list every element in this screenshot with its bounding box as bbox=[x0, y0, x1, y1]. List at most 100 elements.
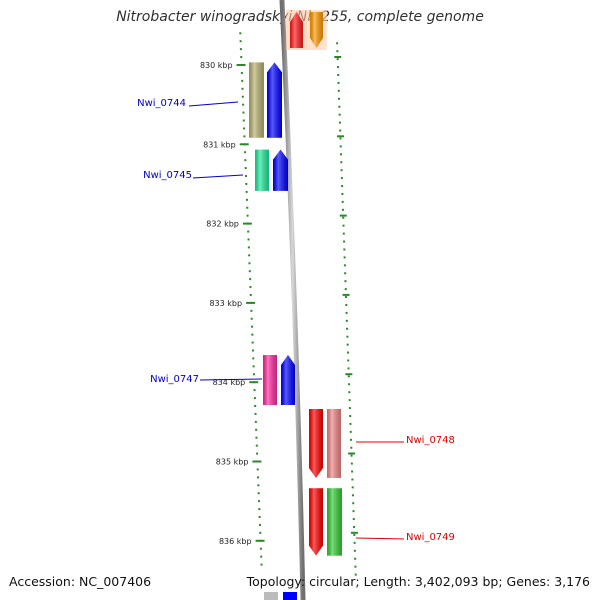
tick-dot bbox=[353, 526, 356, 529]
tick-dot bbox=[353, 541, 356, 544]
tick-dot bbox=[250, 317, 253, 320]
gene-partial bbox=[264, 592, 278, 600]
tick-dot bbox=[345, 319, 348, 322]
gene-label-leader bbox=[188, 101, 239, 107]
accession-text: Accession: NC_007406 bbox=[9, 574, 152, 589]
tick-dot bbox=[254, 420, 257, 423]
tick-dot bbox=[352, 502, 355, 505]
tick-dot bbox=[258, 516, 261, 519]
tick-dot bbox=[254, 412, 257, 415]
tick-dot bbox=[347, 375, 350, 378]
tick-dot bbox=[336, 50, 339, 53]
tick-dot bbox=[251, 325, 254, 328]
tick-dot bbox=[346, 327, 349, 330]
tick-dot bbox=[246, 206, 249, 209]
tick-dot bbox=[350, 462, 353, 465]
tick-dot bbox=[252, 373, 255, 376]
tick-dot bbox=[250, 309, 253, 312]
tick-dot bbox=[241, 79, 244, 82]
gene-labels-layer: Nwi_0744 Nwi_0745 Nwi_0747 Nwi_0748 Nwi_0749 bbox=[137, 98, 455, 543]
tick-label: 832 kbp bbox=[206, 220, 239, 229]
tick-dot bbox=[246, 214, 249, 217]
tick-dot bbox=[352, 518, 355, 521]
tick-dot bbox=[257, 476, 260, 479]
tick-dot bbox=[242, 119, 245, 122]
tick-dot bbox=[245, 190, 248, 193]
gene-label-leader bbox=[199, 378, 263, 381]
tick-dot bbox=[251, 349, 254, 352]
gene-label-Nwi_0744[interactable]: Nwi_0744 bbox=[137, 98, 186, 109]
tick-dot bbox=[341, 208, 344, 211]
tick-dot bbox=[239, 32, 242, 35]
tick-dot bbox=[341, 185, 344, 188]
gene-label-Nwi_0745[interactable]: Nwi_0745 bbox=[143, 170, 192, 181]
tick-dot bbox=[338, 121, 341, 124]
tick-dot bbox=[244, 159, 247, 162]
tick-dot bbox=[259, 547, 262, 550]
genes-layer bbox=[249, 10, 342, 600]
tick-label: 835 kbp bbox=[216, 458, 249, 467]
tick-dot bbox=[351, 494, 354, 497]
tick-dot bbox=[255, 444, 258, 447]
tick-dot bbox=[336, 58, 339, 61]
genome-backbone bbox=[279, 0, 306, 600]
tick-dot bbox=[252, 357, 255, 360]
tick-dot bbox=[244, 167, 247, 170]
tick-dot bbox=[243, 127, 246, 130]
tick-dot bbox=[353, 533, 356, 536]
tick-dot bbox=[350, 438, 353, 441]
tick-dot bbox=[258, 508, 261, 511]
gene-arrow-shade bbox=[309, 408, 323, 478]
gene-label-Nwi_0748[interactable]: Nwi_0748 bbox=[406, 435, 455, 446]
tick-dot bbox=[240, 71, 243, 74]
tick-dot bbox=[254, 404, 257, 407]
tick-dot bbox=[348, 399, 351, 402]
tick-dot bbox=[336, 66, 339, 69]
tick-dot bbox=[339, 137, 342, 140]
tick-label: 830 kbp bbox=[200, 61, 233, 70]
tick-dot bbox=[244, 151, 247, 154]
gene-arrow-shade bbox=[273, 149, 288, 191]
tick-dot bbox=[340, 161, 343, 164]
tick-dot bbox=[249, 278, 252, 281]
tick-dot bbox=[348, 383, 351, 386]
tick-dot bbox=[351, 470, 354, 473]
tick-dot bbox=[248, 262, 251, 265]
tick-dot bbox=[245, 182, 248, 185]
tick-dot bbox=[342, 232, 345, 235]
gene-partner-shade bbox=[327, 408, 341, 478]
tick-dot bbox=[251, 333, 254, 336]
tick-dot bbox=[343, 240, 346, 243]
tick-dot bbox=[351, 478, 354, 481]
gene-label-Nwi_0747[interactable]: Nwi_0747 bbox=[150, 374, 199, 385]
gene-arrow-shade bbox=[309, 488, 323, 556]
tick-dot bbox=[353, 549, 356, 552]
tick-dot bbox=[260, 563, 263, 566]
tick-dot bbox=[255, 436, 258, 439]
tick-dot bbox=[253, 389, 256, 392]
tick-dot bbox=[339, 129, 342, 132]
gene-partial bbox=[283, 592, 297, 600]
tick-dot bbox=[348, 407, 351, 410]
gene-label-leader bbox=[355, 537, 405, 540]
gene-label-Nwi_0749[interactable]: Nwi_0749 bbox=[406, 532, 455, 543]
tick-dot bbox=[349, 414, 352, 417]
tick-label: 833 kbp bbox=[209, 299, 242, 308]
tick-dot bbox=[346, 343, 349, 346]
tick-dot bbox=[260, 555, 263, 558]
tick-dot bbox=[249, 293, 252, 296]
tick-dot bbox=[241, 95, 244, 98]
gene-label-leader bbox=[192, 174, 244, 179]
tick-dot bbox=[252, 365, 255, 368]
tick-dot bbox=[249, 286, 252, 289]
tick-dot bbox=[257, 484, 260, 487]
tick-dot bbox=[338, 97, 341, 100]
tick-dot bbox=[240, 56, 243, 59]
tick-dot bbox=[340, 169, 343, 172]
tick-dot bbox=[256, 468, 259, 471]
tick-dot bbox=[341, 200, 344, 203]
gene-partner-shade bbox=[249, 62, 264, 138]
tick-dot bbox=[258, 500, 261, 503]
tick-dot bbox=[354, 573, 357, 576]
